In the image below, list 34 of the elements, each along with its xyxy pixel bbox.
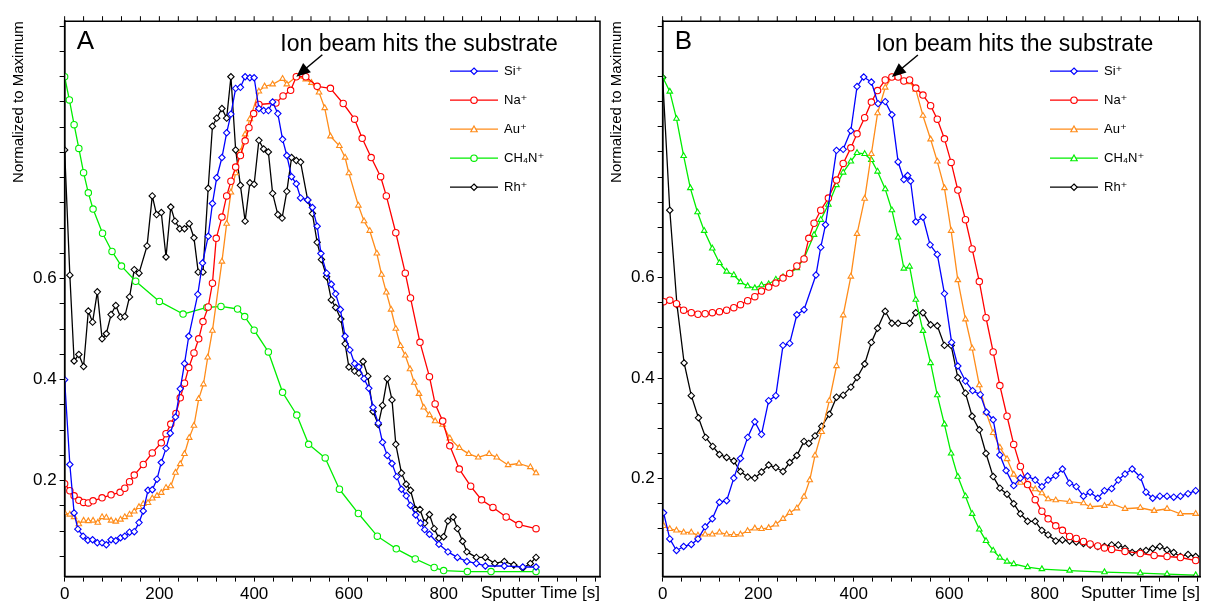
y-axis-title: Normalized to Maximum bbox=[607, 21, 625, 183]
annotation: Ion beam hits the substrate bbox=[280, 29, 558, 56]
x-axis-title: Sputter Time [s] bbox=[1080, 582, 1200, 602]
x-tick-label: 800 bbox=[429, 584, 458, 604]
x-tick-label: 0 bbox=[657, 584, 668, 604]
legend-label: Na⁺ bbox=[504, 91, 528, 107]
legend-label: CH₄N⁺ bbox=[504, 149, 545, 165]
legend-label: Rh⁺ bbox=[1104, 178, 1128, 194]
x-tick-label: 0 bbox=[59, 584, 70, 604]
legend-label: Au⁺ bbox=[1104, 120, 1127, 136]
legend-label: Si⁺ bbox=[1104, 62, 1123, 78]
legend-label: Si⁺ bbox=[504, 62, 523, 78]
x-tick-label: 400 bbox=[839, 584, 868, 604]
x-tick-label: 400 bbox=[239, 584, 269, 604]
x-tick-label: 200 bbox=[145, 584, 174, 604]
annotation: A bbox=[76, 25, 95, 56]
legend-label: CH₄N⁺ bbox=[1104, 149, 1145, 165]
x-axis-title: Sputter Time [s] bbox=[480, 582, 600, 602]
y-tick-label: 0.4 bbox=[32, 369, 57, 389]
x-tick-label: 800 bbox=[1030, 584, 1059, 604]
legend-label: Rh⁺ bbox=[504, 178, 528, 194]
y-axis-title: Normalized to Maximum bbox=[9, 21, 27, 183]
y-tick-label: 0.2 bbox=[32, 470, 57, 490]
y-tick-label: 0.6 bbox=[32, 268, 57, 288]
x-tick-label: 600 bbox=[334, 584, 364, 604]
x-tick-label: 600 bbox=[935, 584, 964, 604]
legend-label: Na⁺ bbox=[1104, 91, 1128, 107]
y-tick-label: 0.2 bbox=[630, 468, 655, 488]
annotation: B bbox=[674, 25, 692, 56]
y-tick-label: 0.4 bbox=[630, 367, 655, 387]
x-tick-label: 200 bbox=[743, 584, 773, 604]
y-tick-label: 0.6 bbox=[630, 267, 655, 287]
legend-label: Au⁺ bbox=[504, 120, 527, 136]
annotation: Ion beam hits the substrate bbox=[875, 29, 1154, 56]
